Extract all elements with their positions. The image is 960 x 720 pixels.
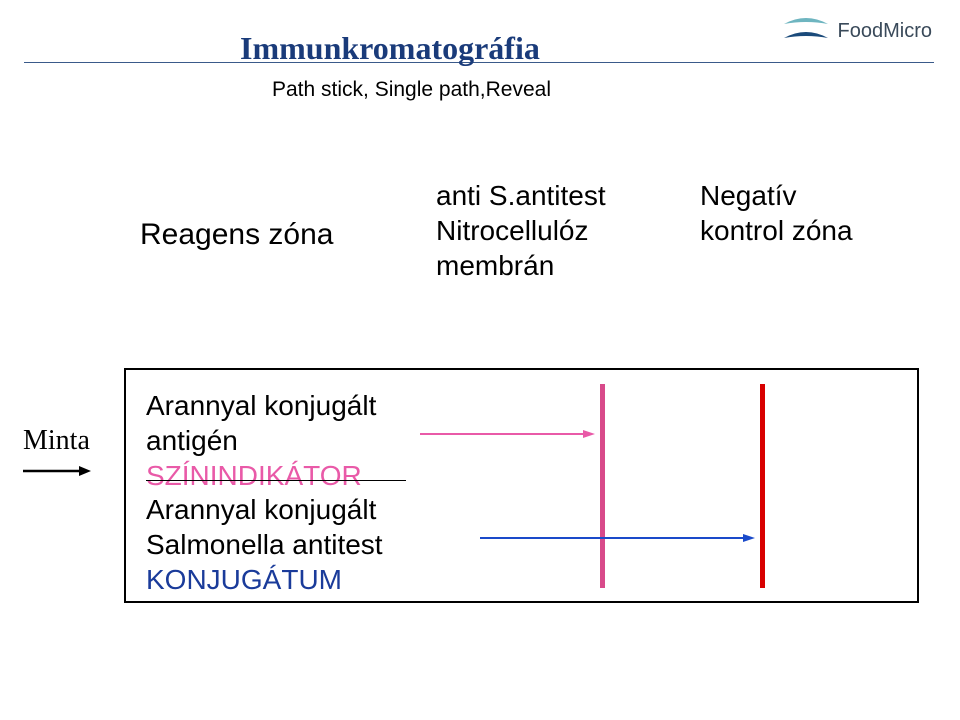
- reagent-zone-label: Reagens zóna: [140, 218, 333, 252]
- conjugate-2-block: Arannyal konjugált Salmonella antitest K…: [146, 492, 383, 597]
- sample-label: Minta: [23, 425, 90, 457]
- conj2-line2: Salmonella antitest: [146, 527, 383, 562]
- negative-line1: Negatív: [700, 178, 853, 213]
- conjugate-1-block: Arannyal konjugált antigén SZÍNINDIKÁTOR: [146, 388, 376, 493]
- logo: FoodMicro: [782, 10, 932, 52]
- conj2-konjugatum: KONJUGÁTUM: [146, 562, 383, 597]
- antitest-line2: Nitrocellulóz: [436, 213, 606, 248]
- konjugatum-arrow-blue-icon: [480, 530, 755, 540]
- logo-swoosh-icon: [782, 10, 830, 52]
- conjugate-divider: [146, 480, 406, 481]
- antitest-label-block: anti S.antitest Nitrocellulóz membrán: [436, 178, 606, 283]
- page-title: Immunkromatográfia: [240, 30, 540, 67]
- conj1-line2: antigén: [146, 423, 376, 458]
- conj1-indicator: SZÍNINDIKÁTOR: [146, 458, 376, 493]
- antitest-line1: anti S.antitest: [436, 178, 606, 213]
- antitest-line3: membrán: [436, 248, 606, 283]
- sample-arrow-icon: [23, 464, 91, 478]
- negative-zone-label: Negatív kontrol zóna: [700, 178, 853, 248]
- conj2-line1: Arannyal konjugált: [146, 492, 383, 527]
- test-band-pink: [600, 384, 605, 588]
- page-subtitle: Path stick, Single path,Reveal: [272, 78, 551, 102]
- indicator-arrow-pink-icon: [420, 426, 595, 436]
- negative-line2: kontrol zóna: [700, 213, 853, 248]
- conj1-line1: Arannyal konjugált: [146, 388, 376, 423]
- test-band-red: [760, 384, 765, 588]
- logo-text: FoodMicro: [838, 20, 932, 43]
